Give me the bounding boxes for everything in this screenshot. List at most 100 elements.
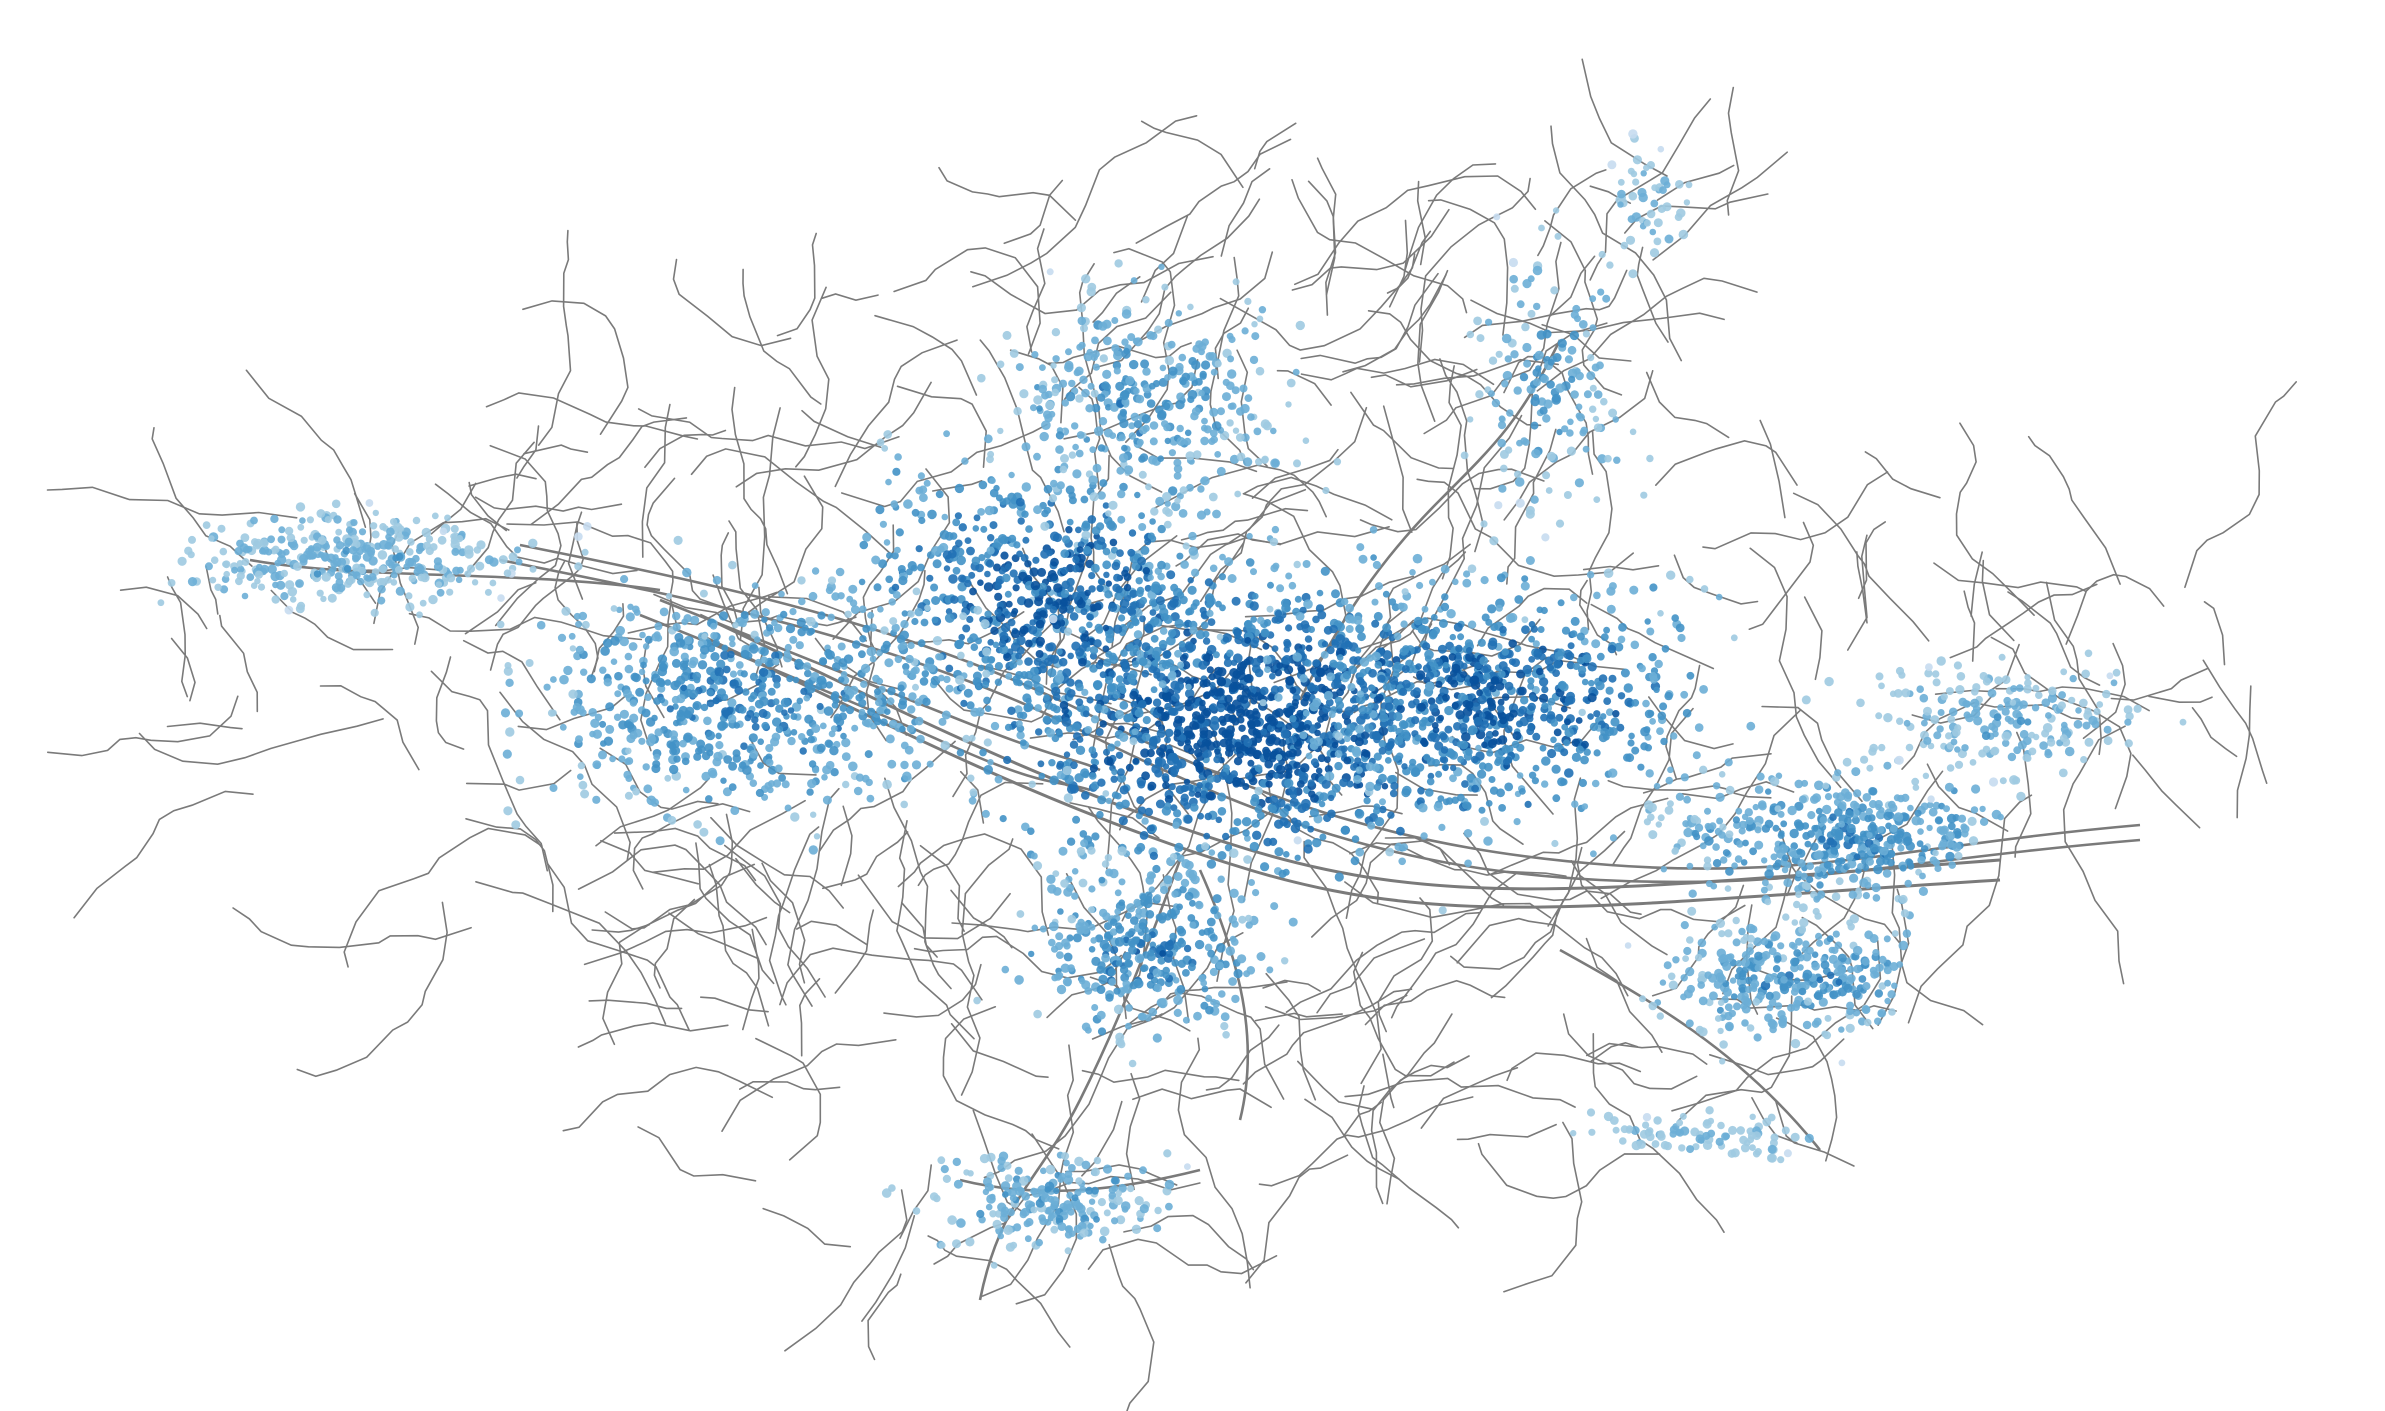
street-node	[1761, 857, 1768, 864]
street-node	[1373, 783, 1382, 791]
street-node	[1832, 792, 1840, 799]
street-edge	[1350, 391, 1454, 470]
street-node	[1048, 614, 1058, 624]
street-node	[714, 667, 725, 677]
street-node	[1893, 812, 1904, 822]
street-node	[1359, 668, 1368, 677]
street-node	[778, 774, 786, 782]
street-node	[1302, 560, 1311, 568]
street-node	[575, 620, 583, 628]
street-node	[1818, 835, 1826, 843]
street-node	[1557, 648, 1566, 656]
street-node	[987, 639, 994, 646]
street-node	[352, 554, 360, 563]
street-node	[412, 516, 421, 525]
street-node	[1087, 613, 1094, 621]
street-node	[1132, 644, 1140, 653]
street-node	[1603, 626, 1610, 634]
street-node	[1647, 813, 1655, 822]
street-node	[1135, 694, 1142, 701]
street-node	[1464, 859, 1472, 868]
street-node	[384, 542, 391, 550]
street-node	[1609, 834, 1618, 842]
street-node	[963, 688, 973, 698]
street-edge	[1297, 1060, 1374, 1111]
street-node	[1266, 605, 1274, 613]
street-edge	[1245, 1154, 1349, 1284]
street-edge	[1477, 1142, 1661, 1200]
street-node	[299, 517, 306, 524]
street-node	[1418, 803, 1428, 813]
street-node	[1081, 688, 1089, 697]
street-node	[873, 583, 882, 592]
street-node	[931, 596, 941, 605]
street-node	[1120, 658, 1129, 668]
street-node	[1317, 754, 1326, 763]
street-node	[377, 585, 386, 594]
street-node	[1162, 694, 1170, 701]
street-node	[1609, 727, 1618, 736]
street-edge	[1570, 860, 1668, 956]
street-node	[296, 601, 306, 611]
street-edge	[1590, 603, 1715, 670]
street-edge	[537, 229, 572, 446]
street-node	[1208, 673, 1216, 681]
street-node	[1517, 686, 1527, 696]
street-node	[960, 699, 968, 708]
street-edge	[562, 1066, 774, 1132]
street-node	[1411, 716, 1420, 725]
street-node	[1680, 993, 1687, 1001]
street-node	[1321, 779, 1331, 789]
street-node	[901, 610, 908, 617]
street-node	[1394, 736, 1404, 746]
street-node	[1284, 778, 1294, 788]
street-node	[1816, 939, 1823, 947]
street-node	[1102, 624, 1110, 632]
street-edge	[899, 1164, 932, 1239]
street-node	[1285, 676, 1295, 686]
street-node	[1314, 729, 1321, 737]
street-node	[329, 565, 337, 573]
street-node	[1481, 720, 1489, 729]
street-edge	[604, 813, 734, 930]
street-node	[1649, 718, 1656, 725]
street-node	[790, 713, 798, 720]
street-node	[1690, 814, 1699, 824]
street-node	[924, 604, 931, 612]
street-node	[1194, 791, 1202, 798]
street-edge	[874, 314, 978, 396]
street-node	[926, 574, 934, 582]
street-node	[1022, 536, 1030, 544]
street-edge	[1801, 916, 1874, 1030]
street-edge	[834, 339, 958, 488]
street-edge	[950, 1023, 1049, 1078]
street-node	[1103, 756, 1114, 766]
street-node	[1346, 780, 1354, 788]
street-edge	[1153, 464, 1327, 518]
street-node	[895, 528, 904, 537]
street-node	[1731, 862, 1738, 869]
street-node	[1214, 748, 1221, 755]
street-node	[883, 430, 892, 439]
street-node	[1013, 541, 1021, 549]
street-node	[651, 673, 661, 683]
street-node	[1260, 628, 1270, 638]
street-node	[1501, 744, 1511, 754]
street-node	[1647, 802, 1657, 813]
street-node	[1672, 847, 1679, 854]
street-node	[1482, 686, 1490, 694]
street-edge	[1125, 1072, 1141, 1191]
street-node	[1233, 681, 1242, 690]
street-node	[1236, 670, 1246, 681]
street-edge	[1541, 323, 1632, 362]
street-node	[1867, 823, 1877, 833]
street-node	[1251, 657, 1261, 668]
street-node	[1818, 997, 1828, 1007]
street-node	[1539, 693, 1549, 704]
street-node	[1608, 768, 1618, 778]
street-edge	[950, 889, 1013, 949]
street-node	[1897, 844, 1905, 852]
street-node	[657, 684, 666, 693]
street-node	[1119, 687, 1127, 694]
street-edge	[1428, 763, 1524, 845]
